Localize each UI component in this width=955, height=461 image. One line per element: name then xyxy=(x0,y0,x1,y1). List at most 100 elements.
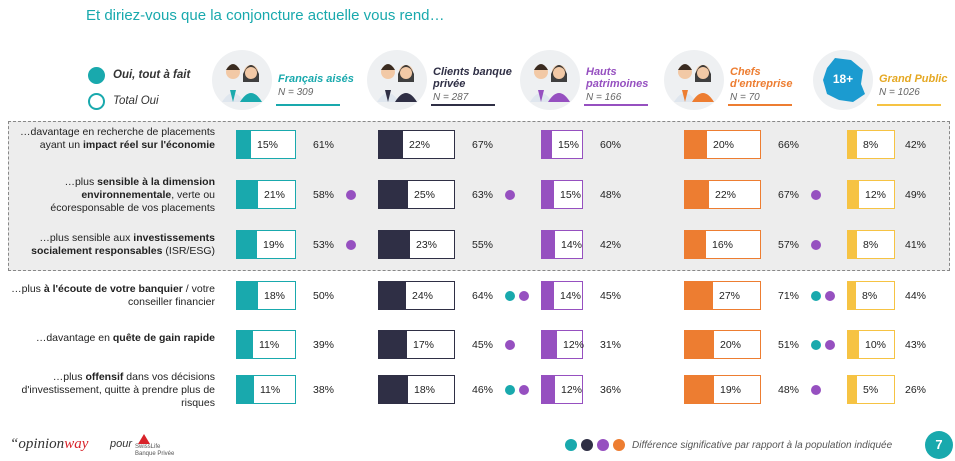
bar-total-oui: 19% xyxy=(236,230,296,259)
value-total-oui: 42% xyxy=(905,139,927,151)
bar-total-oui: 20% xyxy=(684,330,761,359)
bar-tout-a-fait xyxy=(848,331,859,358)
opinionway-logo: “opinionway xyxy=(10,436,89,452)
value-tout-a-fait: 8% xyxy=(862,290,878,302)
page-title: Et diriez-vous que la conjoncture actuel… xyxy=(86,7,445,24)
value-tout-a-fait: 18% xyxy=(264,290,286,302)
bar-tout-a-fait xyxy=(237,376,254,403)
row-label: …plus offensif dans vos décisions d'inve… xyxy=(21,370,215,409)
bar-total-oui: 21% xyxy=(236,180,296,209)
group-label: Hauts patrimoines xyxy=(586,66,648,90)
value-total-oui: 55% xyxy=(472,239,494,251)
significance-dot xyxy=(505,190,515,200)
value-tout-a-fait: 20% xyxy=(713,139,735,151)
bar-tout-a-fait xyxy=(237,331,253,358)
group-sample-size: N = 70 xyxy=(730,92,760,103)
bar-tout-a-fait xyxy=(379,181,408,208)
bar-tout-a-fait xyxy=(379,282,406,309)
significance-dot xyxy=(346,190,356,200)
bar-total-oui: 8% xyxy=(847,230,895,259)
significance-dot xyxy=(811,385,821,395)
bar-total-oui: 25% xyxy=(378,180,455,209)
value-total-oui: 48% xyxy=(778,384,800,396)
group-label: Clients banque privée xyxy=(433,66,512,90)
value-total-oui: 36% xyxy=(600,384,622,396)
group-underline xyxy=(728,104,792,106)
value-tout-a-fait: 21% xyxy=(264,189,286,201)
group-label: Grand Public xyxy=(879,73,947,85)
group-label: Chefs d'entreprise xyxy=(730,66,793,90)
bar-total-oui: 15% xyxy=(541,130,583,159)
value-total-oui: 53% xyxy=(313,239,335,251)
value-tout-a-fait: 19% xyxy=(720,384,742,396)
value-tout-a-fait: 16% xyxy=(712,239,734,251)
value-total-oui: 67% xyxy=(472,139,494,151)
group-sample-size: N = 1026 xyxy=(879,87,920,98)
bar-total-oui: 8% xyxy=(847,281,895,310)
group-avatar-icon xyxy=(664,50,724,110)
bar-total-oui: 16% xyxy=(684,230,761,259)
value-tout-a-fait: 22% xyxy=(409,139,431,151)
bar-total-oui: 15% xyxy=(236,130,296,159)
bar-tout-a-fait xyxy=(237,181,258,208)
bar-total-oui: 12% xyxy=(541,375,583,404)
bar-tout-a-fait xyxy=(542,131,552,158)
legend-tout-a-fait-label: Oui, tout à fait xyxy=(113,69,191,81)
legend-tout-a-fait: Oui, tout à fait xyxy=(88,62,190,88)
legend-filled-swatch xyxy=(88,66,105,84)
value-tout-a-fait: 23% xyxy=(416,239,438,251)
value-tout-a-fait: 15% xyxy=(257,139,279,151)
value-tout-a-fait: 12% xyxy=(563,339,585,351)
value-tout-a-fait: 5% xyxy=(863,384,879,396)
value-total-oui: 49% xyxy=(905,189,927,201)
value-total-oui: 61% xyxy=(313,139,335,151)
value-tout-a-fait: 11% xyxy=(260,384,281,396)
value-total-oui: 42% xyxy=(600,239,622,251)
legend-dot xyxy=(613,439,625,451)
group-label-line: d'entreprise xyxy=(730,78,793,90)
row-label: …davantage en quête de gain rapide xyxy=(35,332,215,344)
value-total-oui: 41% xyxy=(905,239,927,251)
bar-tout-a-fait xyxy=(542,376,555,403)
bar-total-oui: 22% xyxy=(684,180,761,209)
bar-total-oui: 11% xyxy=(236,375,296,404)
bar-total-oui: 14% xyxy=(541,281,583,310)
group-avatar-icon xyxy=(520,50,580,110)
significance-note: Différence significative par rapport à l… xyxy=(632,440,893,451)
bar-total-oui: 19% xyxy=(684,375,761,404)
bar-tout-a-fait xyxy=(237,131,251,158)
value-tout-a-fait: 10% xyxy=(865,339,887,351)
legend: Oui, tout à fait Total Oui xyxy=(88,62,190,114)
group-underline xyxy=(431,104,495,106)
group-label-line: Chefs xyxy=(730,66,761,78)
value-total-oui: 48% xyxy=(600,189,622,201)
value-total-oui: 51% xyxy=(778,339,800,351)
bar-tout-a-fait xyxy=(542,331,557,358)
value-tout-a-fait: 14% xyxy=(561,239,583,251)
bar-tout-a-fait xyxy=(379,231,410,258)
svg-text:18+: 18+ xyxy=(833,72,853,86)
group-label-line: Hauts xyxy=(586,66,617,78)
bar-tout-a-fait xyxy=(379,131,403,158)
row-label: …plus sensible à la dimension environnem… xyxy=(50,175,215,214)
value-total-oui: 67% xyxy=(778,189,800,201)
value-total-oui: 45% xyxy=(600,290,622,302)
bar-total-oui: 22% xyxy=(378,130,455,159)
significance-dot xyxy=(825,340,835,350)
group-sample-size: N = 309 xyxy=(278,87,314,98)
significance-dot xyxy=(505,291,515,301)
value-total-oui: 66% xyxy=(778,139,800,151)
value-tout-a-fait: 20% xyxy=(720,339,742,351)
swisslife-logo: SwissLife Banque Privée xyxy=(135,434,174,458)
significance-dot xyxy=(519,385,529,395)
value-tout-a-fait: 11% xyxy=(259,339,280,351)
bar-total-oui: 8% xyxy=(847,130,895,159)
bar-tout-a-fait xyxy=(685,282,713,309)
bar-tout-a-fait xyxy=(685,231,706,258)
significance-dot xyxy=(505,385,515,395)
row-label: …davantage en recherche de placements ay… xyxy=(20,125,215,151)
value-total-oui: 64% xyxy=(472,290,494,302)
bar-total-oui: 23% xyxy=(378,230,455,259)
value-tout-a-fait: 8% xyxy=(863,139,879,151)
bar-total-oui: 5% xyxy=(847,375,895,404)
